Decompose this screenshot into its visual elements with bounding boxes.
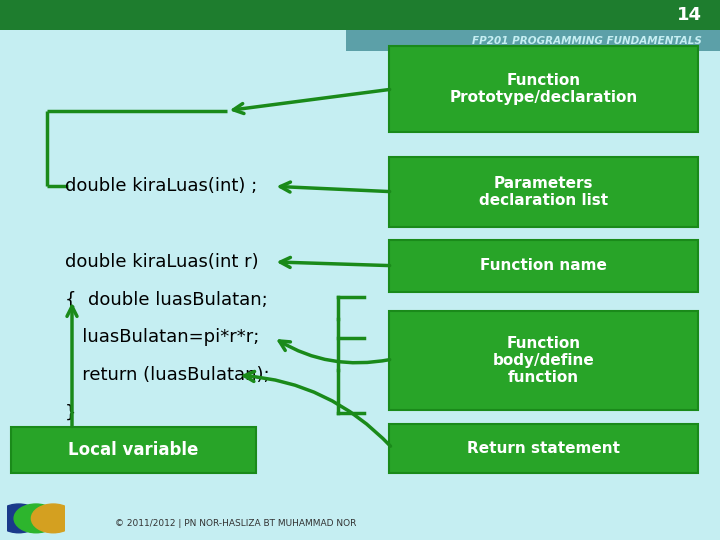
Circle shape <box>0 504 40 533</box>
Text: double kiraLuas(int) ;: double kiraLuas(int) ; <box>65 177 257 195</box>
Text: return (luasBulatan);: return (luasBulatan); <box>65 366 269 384</box>
Text: Return statement: Return statement <box>467 441 620 456</box>
Text: Function
body/define
function: Function body/define function <box>492 335 595 386</box>
FancyBboxPatch shape <box>389 240 698 292</box>
Text: Function
Prototype/declaration: Function Prototype/declaration <box>449 73 638 105</box>
FancyBboxPatch shape <box>11 427 256 472</box>
Text: }: } <box>65 404 76 422</box>
Text: © 2011/2012 | PN NOR-HASLIZA BT MUHAMMAD NOR: © 2011/2012 | PN NOR-HASLIZA BT MUHAMMAD… <box>115 519 356 528</box>
FancyBboxPatch shape <box>389 424 698 472</box>
Circle shape <box>14 504 58 533</box>
FancyBboxPatch shape <box>389 157 698 227</box>
Text: FP201 PROGRAMMING FUNDAMENTALS: FP201 PROGRAMMING FUNDAMENTALS <box>472 36 702 45</box>
FancyBboxPatch shape <box>389 310 698 410</box>
FancyBboxPatch shape <box>346 30 720 51</box>
Text: double kiraLuas(int r): double kiraLuas(int r) <box>65 253 258 271</box>
Text: Local variable: Local variable <box>68 441 199 458</box>
Text: Function name: Function name <box>480 259 607 273</box>
Text: Parameters
declaration list: Parameters declaration list <box>479 176 608 208</box>
Circle shape <box>32 504 75 533</box>
FancyBboxPatch shape <box>389 46 698 132</box>
Text: luasBulatan=pi*r*r;: luasBulatan=pi*r*r; <box>65 328 259 347</box>
Text: 14: 14 <box>677 6 702 24</box>
Text: {  double luasBulatan;: { double luasBulatan; <box>65 291 268 309</box>
FancyBboxPatch shape <box>0 0 720 30</box>
